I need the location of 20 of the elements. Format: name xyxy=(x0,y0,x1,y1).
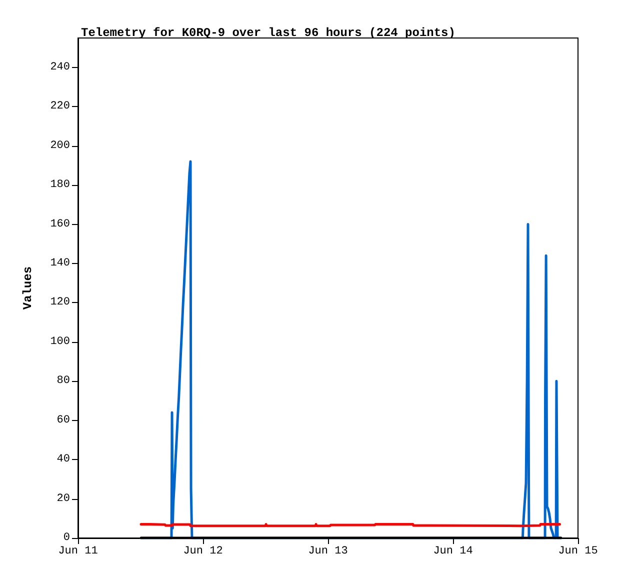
chart-title: Telemetry for K0RQ-9 over last 96 hours (224 points) xyxy=(81,26,456,40)
y-tick-label: 100 xyxy=(50,336,70,348)
x-tick-label: Jun 11 xyxy=(58,546,98,558)
y-tick-label: 200 xyxy=(50,140,70,152)
x-tick-label: Jun 13 xyxy=(308,546,348,558)
y-tick-label: 80 xyxy=(56,375,70,388)
y-tick-label: 140 xyxy=(50,257,70,270)
y-tick-label: 120 xyxy=(50,296,70,309)
y-tick-label: 60 xyxy=(56,414,70,426)
y-axis-title: Values xyxy=(21,266,35,310)
y-tick-label: 20 xyxy=(56,492,70,505)
x-tick-label: Jun 15 xyxy=(558,546,598,558)
y-tick-label: 160 xyxy=(50,218,70,230)
y-tick-label: 240 xyxy=(50,61,70,74)
y-tick-label: 220 xyxy=(50,100,70,113)
x-tick-label: Jun 12 xyxy=(183,546,223,558)
y-tick-label: 180 xyxy=(50,179,70,192)
x-tick-label: Jun 14 xyxy=(433,546,474,558)
y-tick-label: 40 xyxy=(56,454,70,466)
y-tick-label: 0 xyxy=(63,532,70,544)
